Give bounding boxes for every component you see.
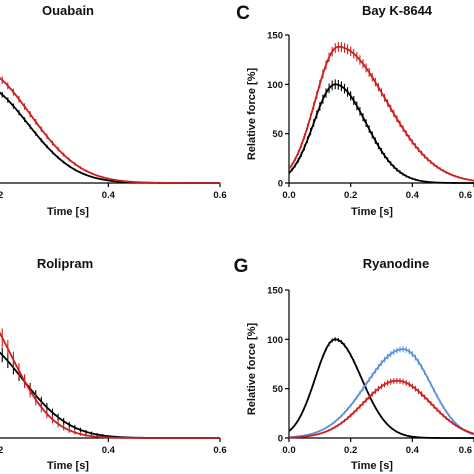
x-tick-label: 0.2: [0, 445, 3, 456]
x-axis-label: Time [s]: [351, 206, 393, 218]
x-axis-label: Time [s]: [47, 460, 89, 472]
x-tick-label: 0.4: [406, 445, 420, 456]
series-1: [289, 346, 474, 439]
plot-area: [0, 328, 220, 439]
y-tick-label: 0: [278, 434, 283, 445]
x-tick-label: 0.4: [406, 190, 420, 201]
x-tick-label: 0.6: [213, 190, 226, 201]
series-1: [289, 41, 474, 182]
y-axis-label: Relative force [%]: [246, 68, 258, 161]
y-tick-label: 50: [272, 384, 283, 395]
x-tick-label: 0.4: [102, 445, 116, 456]
y-axis-label: Relative force [%]: [246, 323, 258, 416]
panel-title: Ryanodine: [363, 256, 429, 271]
panel-title: Ouabain: [42, 3, 94, 18]
x-tick-label: 0.2: [344, 445, 357, 456]
x-axis-label: Time [s]: [47, 206, 89, 218]
series-1: [0, 328, 220, 439]
series-0: [0, 91, 220, 184]
panel-label: C: [236, 3, 250, 24]
panel-bayk: Bay K-8644 C 0.0 0.2 0.4 0.6 0 50 100 150 Time [s]…: [236, 3, 474, 218]
x-axis-label: Time [s]: [351, 460, 393, 472]
x-tick-label: 0.4: [102, 190, 116, 201]
y-tick-label: 100: [267, 335, 283, 346]
x-tick-label: 0.0: [282, 445, 295, 456]
panel-ouabain: Ouabain 0.2 0.4 0.6 Time [s]: [0, 3, 227, 218]
plot-area: [0, 76, 220, 184]
series-line: [0, 91, 220, 184]
y-tick-label: 150: [267, 286, 283, 297]
series-0: [289, 79, 474, 184]
series-line: [289, 379, 474, 439]
plot-area: [289, 337, 474, 439]
x-tick-label: 0.6: [459, 445, 472, 456]
series-0: [0, 347, 220, 439]
series-2: [289, 377, 474, 439]
panel-title: Rolipram: [37, 256, 93, 271]
x-tick-label: 0.6: [459, 190, 472, 201]
y-tick-label: 150: [267, 31, 283, 42]
panel-ryanodine: Ryanodine G 0.0 0.2 0.4 0.6 0 50 100 150 Time [s] R…: [234, 256, 474, 472]
x-tick-label: 0.0: [282, 190, 295, 201]
panel-title: Bay K-8644: [362, 3, 433, 18]
series-0: [289, 337, 474, 439]
y-tick-label: 0: [278, 179, 283, 190]
series-line: [0, 351, 220, 439]
series-line: [0, 331, 220, 439]
x-tick-label: 0.6: [213, 445, 226, 456]
series-line: [0, 77, 220, 184]
y-tick-label: 100: [267, 80, 283, 91]
series-1: [0, 76, 220, 184]
x-tick-label: 0.2: [0, 190, 3, 201]
panel-label: G: [234, 256, 249, 277]
y-tick-label: 50: [272, 129, 283, 140]
panel-rolipram: Rolipram 0.2 0.4 0.6 Time [s]: [0, 256, 227, 472]
plot-area: [289, 41, 474, 184]
series-line: [289, 83, 474, 184]
x-tick-label: 0.2: [344, 190, 357, 201]
